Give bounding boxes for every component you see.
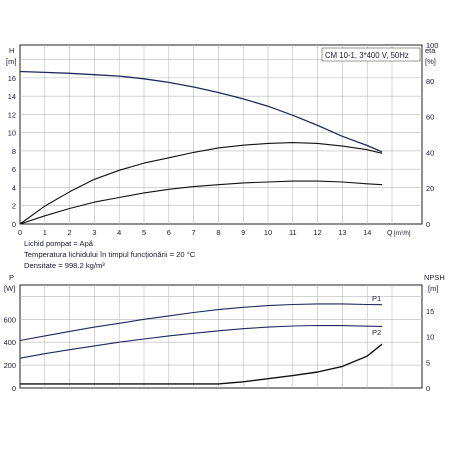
y-left-label: H: [9, 46, 14, 55]
bottom-grid: [20, 285, 422, 388]
y-left-unit: [m]: [6, 57, 16, 66]
x-tick-label: 3: [92, 228, 96, 237]
y-left-tick-label: 6: [12, 165, 16, 174]
top-grid: [20, 45, 422, 224]
chart-title: CM 10-1, 3*400 V, 50Hz: [325, 51, 409, 60]
npsh-tick-label: 5: [426, 358, 430, 367]
y-left-tick-label: 2: [12, 202, 16, 211]
hq-curve: [19, 70, 383, 153]
note-density: Densitate = 998.2 kg/m³: [24, 261, 105, 270]
note-fluid: Lichid pompat = Apă: [24, 239, 94, 248]
x-tick-label: 5: [142, 228, 146, 237]
npsh-tick-label: 10: [426, 333, 434, 342]
npsh-curve: [20, 343, 383, 385]
y-left-tick-label: 4: [12, 183, 16, 192]
power-tick-label: 400: [4, 338, 16, 347]
power-axis-label: P: [9, 273, 14, 282]
npsh-tick-label: 15: [426, 307, 434, 316]
y-left-tick-label: 12: [8, 110, 16, 119]
npsh-axis-label: NPSH: [424, 273, 445, 282]
power-tick-label: 600: [4, 315, 16, 324]
x-tick-label: 10: [264, 228, 272, 237]
note-temperature: Temperatura lichidului în timpul funcţio…: [24, 250, 196, 259]
y-right-label: eta: [425, 46, 436, 55]
y-left-tick-label: 0: [12, 220, 16, 229]
x-tick-label: 7: [192, 228, 196, 237]
p1-curve: [19, 303, 383, 342]
x-label: Q: [387, 230, 393, 237]
npsh-axis-unit: [m]: [428, 284, 438, 293]
power-npsh-chart: 0 200 400 600 0 5 10 15 P [W] NPSH [m] P1 P2: [4, 273, 445, 393]
bottom-plot-frame: [19, 284, 423, 389]
bottom-y-left-tick-labels: 0 200 400 600: [4, 315, 16, 393]
p2-curve: [19, 324, 383, 359]
power-axis-unit: [W]: [4, 284, 15, 293]
x-tick-label: 6: [167, 228, 171, 237]
y-left-tick-label: 10: [8, 129, 16, 138]
x-tick-label: 2: [68, 228, 72, 237]
y-left-tick-label: 8: [12, 147, 16, 156]
y-right-tick-label: 40: [426, 148, 434, 157]
x-tick-label: 0: [18, 228, 22, 237]
x-tick-label: 13: [338, 228, 346, 237]
y-right-tick-label: 60: [426, 113, 434, 122]
power-tick-label: 200: [4, 361, 16, 370]
y-right-tick-label: 0: [426, 220, 430, 229]
series-label-p1: P1: [372, 294, 381, 303]
top-y-left-tick-labels: 0 2 4 6 8 10 12 14 16: [8, 74, 16, 229]
top-x-tick-labels: 0 1 2 3 4 5 6 7 8 9 10 11 12 13 14: [18, 228, 371, 237]
efficiency-curve: [19, 142, 383, 225]
y-right-tick-label: 20: [426, 184, 434, 193]
series-label-p2: P2: [372, 328, 381, 337]
curve-3: [19, 180, 383, 225]
top-series: [19, 70, 383, 225]
x-tick-label: 1: [43, 228, 47, 237]
top-y-right-tick-labels: 0 20 40 60 80 100: [426, 41, 438, 229]
x-tick-label: 4: [117, 228, 121, 237]
chart-title-box: [321, 47, 421, 62]
x-tick-label: 8: [216, 228, 220, 237]
power-tick-label: 0: [12, 384, 16, 393]
x-tick-label: 11: [289, 228, 297, 237]
y-left-tick-label: 16: [8, 74, 16, 83]
x-tick-label: 9: [241, 228, 245, 237]
x-unit: [m³/h]: [394, 230, 411, 237]
bottom-y-right-tick-labels: 0 5 10 15: [426, 307, 434, 393]
y-right-tick-label: 80: [426, 77, 434, 86]
top-plot-frame: [19, 44, 423, 225]
npsh-tick-label: 0: [426, 384, 430, 393]
y-right-tick-label: 100: [426, 41, 438, 50]
y-left-tick-label: 14: [8, 92, 16, 101]
x-tick-label: 14: [363, 228, 371, 237]
bottom-series: [19, 303, 383, 385]
y-right-unit: [%]: [425, 57, 436, 66]
x-tick-label: 12: [313, 228, 321, 237]
